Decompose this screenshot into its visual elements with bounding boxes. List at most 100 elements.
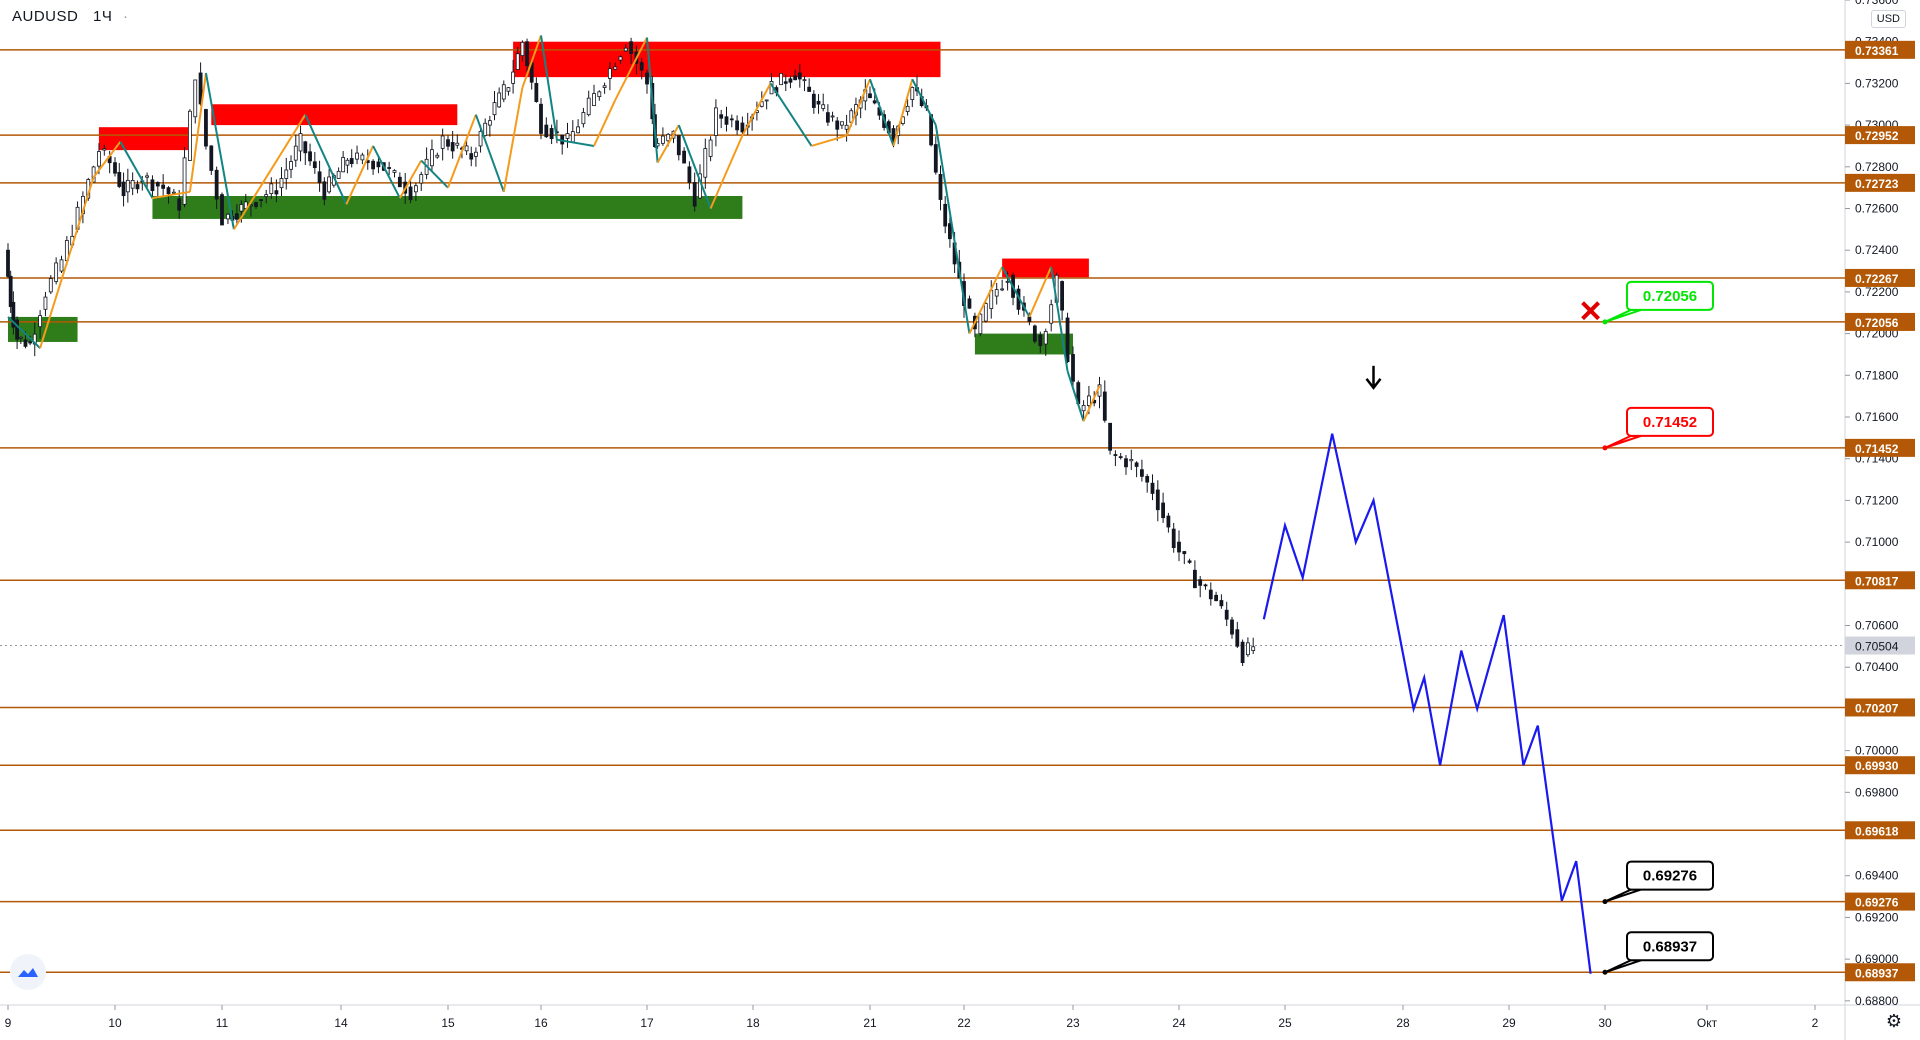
candle-body [317, 171, 322, 184]
candle-body [464, 145, 469, 152]
candle-body [714, 107, 718, 136]
candle-body [1065, 317, 1070, 363]
level-label: 0.69618 [1855, 824, 1899, 838]
level-label-bg [1845, 312, 1915, 331]
candle-body [303, 141, 308, 154]
candle-body [48, 278, 53, 293]
symbol-title[interactable]: AUDUSD 1Ч · [12, 8, 129, 25]
level-label-bg [1845, 821, 1915, 840]
candle-body [322, 181, 327, 200]
y-tick-label: 0.70400 [1855, 660, 1899, 674]
level-label-bg [1845, 268, 1915, 287]
level-label-bg [1845, 438, 1915, 457]
zigzag-segment [540, 35, 558, 140]
candle-body [788, 78, 793, 83]
level-label-bg [1845, 963, 1915, 982]
candle-body [1140, 469, 1144, 477]
candle-body [872, 100, 877, 104]
candle-body [549, 128, 554, 140]
candle-body [1049, 304, 1054, 324]
candle-body [234, 213, 239, 220]
level-label: 0.73361 [1855, 44, 1899, 58]
candle-body [1087, 395, 1091, 406]
candle-body [1203, 584, 1208, 587]
candle-body [145, 175, 150, 178]
logo-cloud-icon [18, 968, 38, 977]
candle-body [497, 92, 502, 108]
callout-label: 0.71452 [1643, 414, 1697, 431]
level-label: 0.70207 [1855, 701, 1899, 715]
level-label: 0.69276 [1855, 896, 1899, 910]
zigzag-segment [968, 266, 1004, 335]
candle-body [967, 298, 972, 309]
candle-body [994, 289, 999, 297]
zigzag-segment [556, 138, 595, 147]
y-tick-label: 0.71600 [1855, 410, 1899, 424]
x-tick-label: 11 [216, 1016, 229, 1030]
zigzag-segment [1028, 266, 1053, 318]
candle-body [1145, 476, 1150, 483]
cancel-cross-icon [1581, 301, 1601, 321]
candle-body [177, 198, 182, 211]
y-tick-label: 0.72200 [1855, 285, 1899, 299]
candle-body [692, 182, 697, 207]
zigzag-segment [345, 145, 375, 205]
candle-body [1208, 589, 1213, 600]
candle-body [43, 296, 48, 310]
zigzag-segment [502, 87, 524, 193]
candle-body [279, 178, 284, 189]
tradingview-logo-icon[interactable] [10, 954, 46, 990]
callout-pointer [1604, 308, 1642, 323]
candle-body [1118, 456, 1123, 459]
candle-body [341, 157, 346, 173]
zigzag-segment [1050, 266, 1069, 372]
candle-body [1235, 629, 1240, 647]
candle-body [666, 133, 671, 142]
price-axis-pane [1845, 0, 1920, 1040]
timeframe-label: 1Ч [93, 8, 113, 25]
x-tick-label: 14 [334, 1016, 348, 1030]
level-label-bg [1845, 126, 1915, 145]
candle-body [565, 133, 570, 139]
candle-body [1161, 502, 1165, 519]
candle-body [473, 151, 478, 157]
candle-body [948, 223, 952, 240]
candle-body [171, 191, 176, 194]
candle-body [289, 161, 293, 170]
candle-body [729, 118, 734, 121]
x-tick-label: 18 [746, 1016, 760, 1030]
candle-body [446, 139, 450, 147]
support-zone [974, 333, 1073, 355]
forecast-path [1262, 433, 1592, 974]
candle-body [419, 174, 424, 184]
candle-body [1193, 569, 1197, 589]
zigzag-segment [1066, 370, 1085, 422]
status-dot: · [123, 8, 129, 25]
gear-icon[interactable]: ⚙ [1885, 1011, 1902, 1031]
level-label: 0.72952 [1855, 129, 1899, 143]
candle-body [983, 303, 988, 322]
zigzag-segment [911, 78, 937, 126]
candle-body [506, 87, 511, 92]
candle-body [117, 171, 122, 187]
candle-body [360, 154, 365, 161]
candle-body [639, 62, 644, 71]
x-tick-label: 24 [1172, 1016, 1186, 1030]
candle-body [515, 53, 520, 70]
candles-group [6, 37, 1256, 667]
currency-badge[interactable]: USD [1870, 10, 1906, 28]
candle-body [349, 158, 354, 165]
y-tick-label: 0.69400 [1855, 869, 1899, 883]
candle-body [821, 104, 826, 109]
zigzag-segment [646, 37, 659, 163]
callout-pointer [1604, 434, 1642, 449]
candle-body [155, 182, 160, 187]
level-label: 0.69930 [1855, 759, 1899, 773]
candle-body [1124, 458, 1128, 468]
candle-body [254, 202, 258, 207]
callout-pointer [1604, 888, 1642, 903]
candle-body [1177, 541, 1181, 553]
candle-body [1251, 646, 1256, 651]
